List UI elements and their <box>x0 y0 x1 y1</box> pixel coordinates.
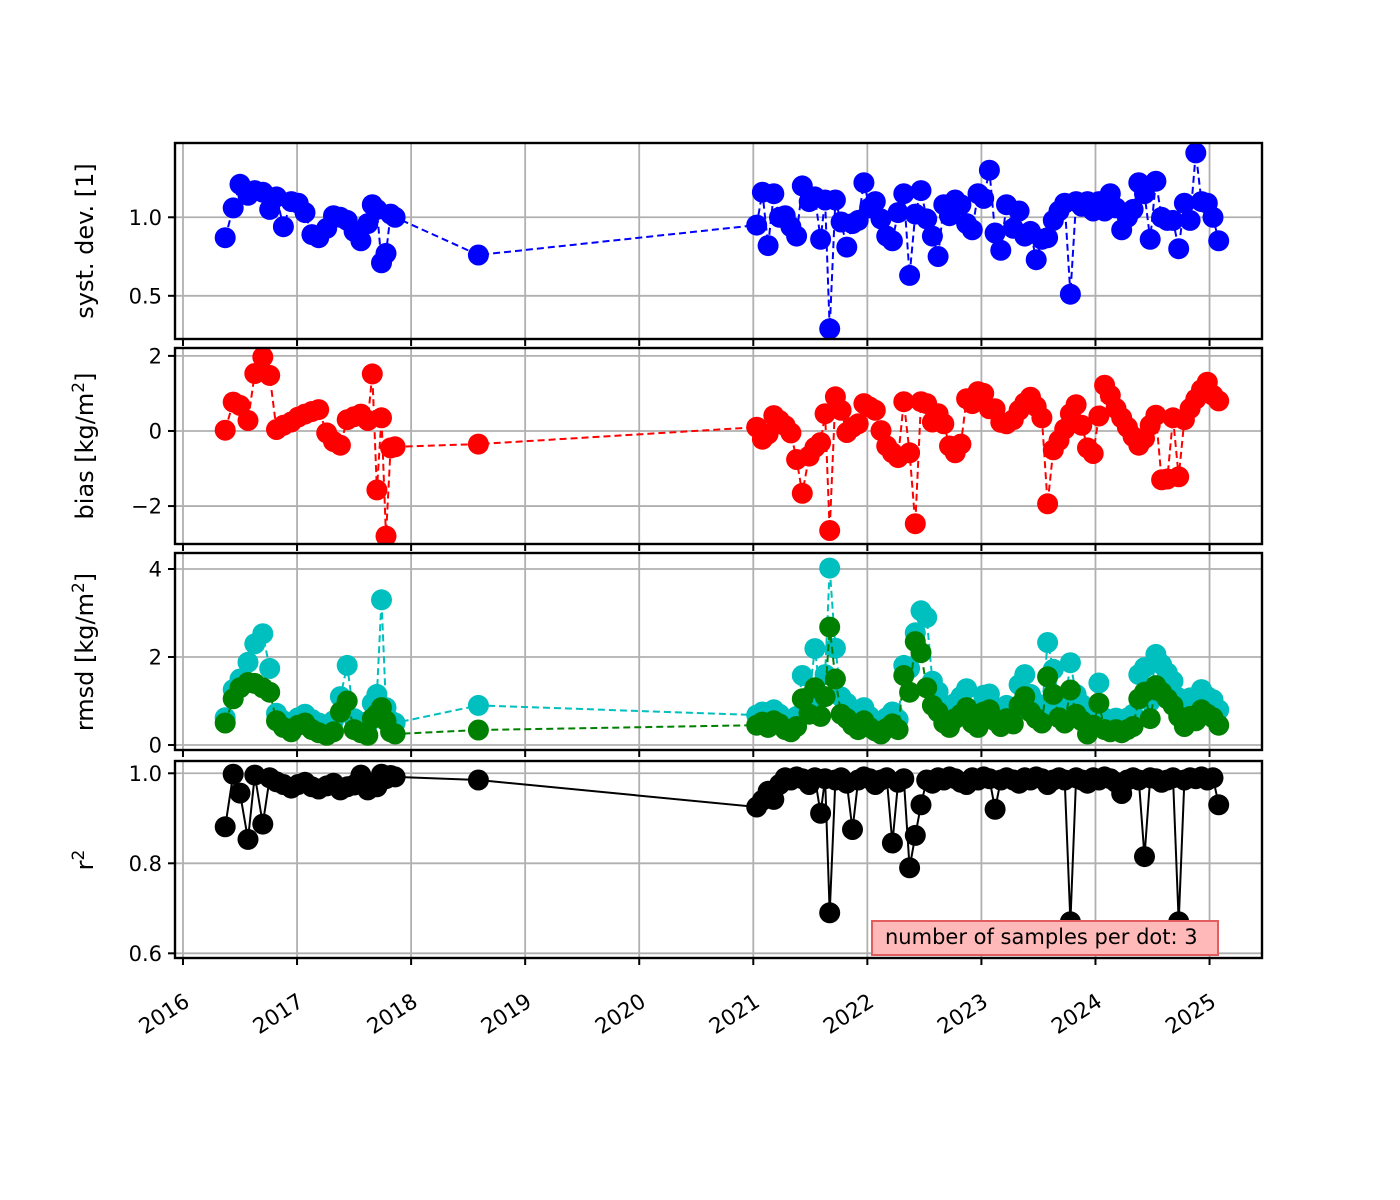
x-tick-label: 2024 <box>1047 989 1107 1040</box>
y-axis-label-systdev: syst. dev. [1] <box>71 163 99 318</box>
y-tick-label-systdev: 0.5 <box>129 284 162 308</box>
x-tick-label: 2020 <box>591 989 651 1040</box>
samples-annotation: number of samples per dot: 3 <box>871 920 1219 956</box>
panel-systdev: 0.5 1.0 <box>129 141 1264 346</box>
x-tick-label: 2018 <box>363 989 423 1040</box>
y-tick-label-bias: 2 <box>149 344 162 368</box>
y-axis-label-bias: bias [kg/m2] <box>69 373 99 520</box>
samples-annotation-text: number of samples per dot: 3 <box>885 925 1198 949</box>
y-tick-label-bias: −2 <box>131 495 162 519</box>
series-points-systdev <box>214 143 1230 339</box>
y-tick-label-r2: 0.8 <box>129 852 162 876</box>
series-points-rmsd-corrected <box>214 616 1230 746</box>
x-tick-label: 2021 <box>705 989 765 1040</box>
y-axis-label-rmsd: rmsd [kg/m2] <box>69 573 99 731</box>
series-points-r2 <box>214 763 1230 933</box>
y-tick-label-r2: 0.6 <box>129 942 162 966</box>
series-points-bias <box>214 348 1230 544</box>
x-tick-label: 2019 <box>477 989 537 1040</box>
y-axis-label-r2: r2 <box>69 850 99 871</box>
x-tick-label: 2025 <box>1161 989 1221 1040</box>
y-tick-label-rmsd: 2 <box>149 645 162 669</box>
y-tick-label-bias: 0 <box>149 419 162 443</box>
x-tick-label: 2022 <box>819 989 879 1040</box>
x-tick-label: 2017 <box>249 989 309 1040</box>
panel-rmsd: 0 2 4 <box>149 551 1264 757</box>
y-tick-label-rmsd: 0 <box>149 733 162 757</box>
x-tick-label: 2016 <box>135 989 195 1040</box>
panel-bias: −2 0 2 <box>131 344 1264 551</box>
y-tick-label-rmsd: 4 <box>149 558 162 582</box>
x-tick-label: 2023 <box>933 989 993 1040</box>
y-tick-label-r2: 1.0 <box>129 762 162 786</box>
panel-r2: 0.6 0.8 1.0 <box>129 759 1264 966</box>
y-tick-label-systdev: 1.0 <box>129 206 162 230</box>
